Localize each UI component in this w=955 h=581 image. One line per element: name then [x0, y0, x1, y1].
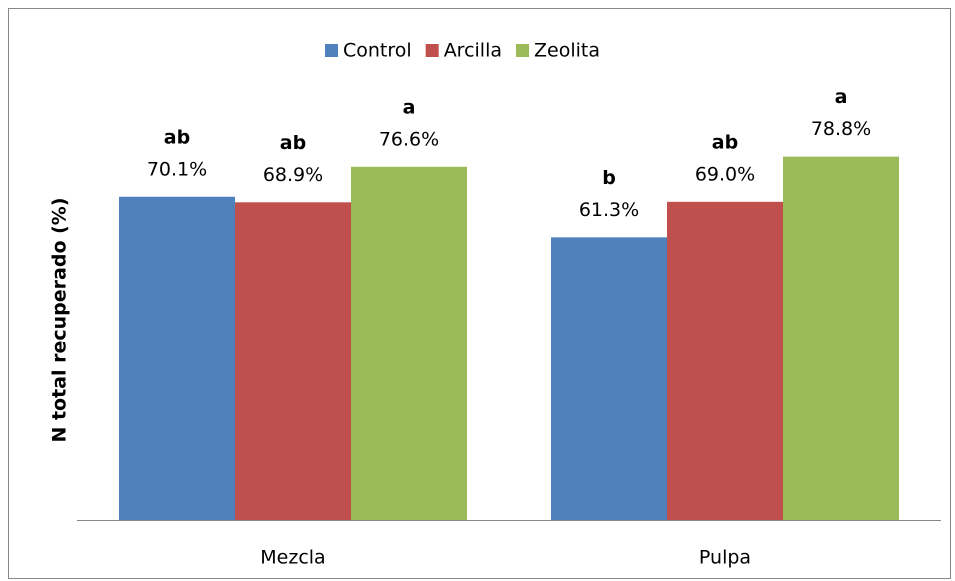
value-label: 76.6% [379, 128, 439, 150]
y-axis-label: N total recuperado (%) [49, 197, 71, 442]
significance-letter: a [403, 96, 416, 118]
bar [667, 201, 783, 521]
value-label: 61.3% [579, 199, 639, 221]
x-tick-label: Mezcla [260, 547, 325, 569]
value-label: 70.1% [147, 158, 207, 180]
legend-swatch [516, 44, 530, 57]
significance-letter: ab [712, 131, 738, 153]
bar [783, 156, 899, 520]
significance-letter: ab [164, 126, 190, 148]
bar [119, 196, 235, 520]
x-tick-label: Pulpa [699, 547, 751, 569]
value-label: 78.8% [811, 118, 871, 140]
significance-letter: ab [280, 132, 306, 154]
bar [551, 237, 667, 521]
value-label: 69.0% [695, 163, 755, 185]
legend-label: Control [343, 40, 412, 62]
bar [351, 166, 467, 521]
significance-letter: a [835, 86, 848, 108]
significance-letter: b [602, 167, 616, 189]
legend-swatch [425, 44, 439, 57]
legend-swatch [325, 44, 338, 57]
legend-label: Zeolita [534, 40, 600, 62]
legend-label: Arcilla [444, 40, 502, 62]
value-label: 68.9% [263, 164, 323, 186]
bar [235, 202, 351, 521]
